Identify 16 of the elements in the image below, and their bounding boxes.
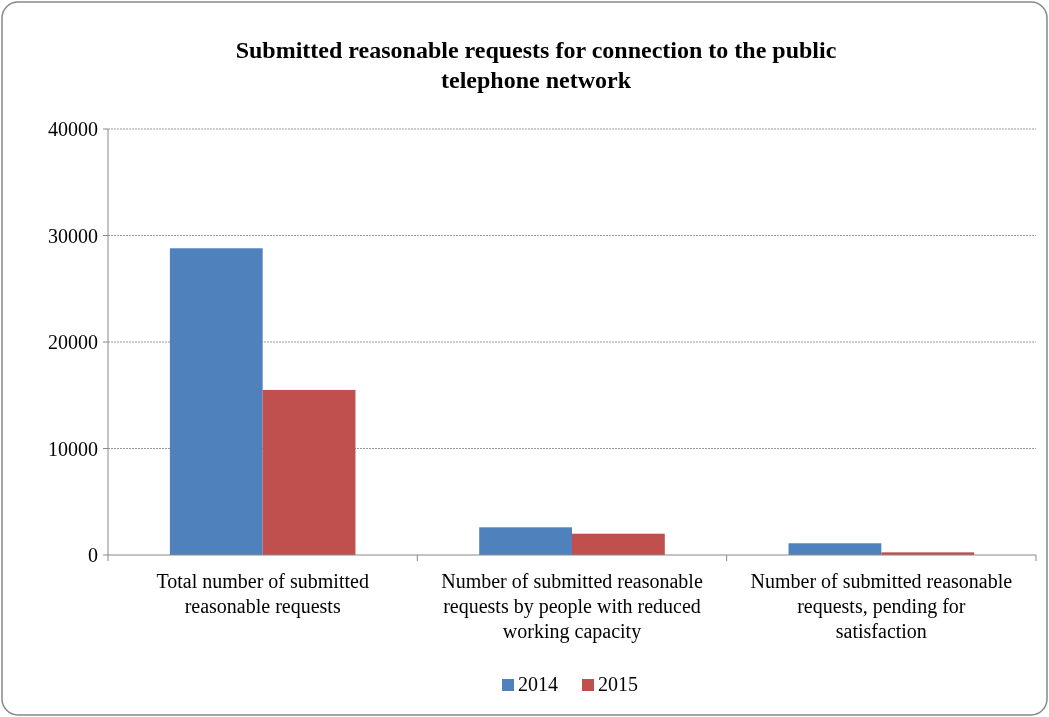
chart-title: Submitted reasonable requests for connection to the public telephone network [235, 37, 837, 93]
bar [262, 389, 356, 555]
bar [572, 533, 665, 555]
y-tick-label: 40000 [48, 118, 98, 140]
x-tick-label: Total number of submitted reasonable requests [156, 570, 369, 618]
y-tick-label: 10000 [48, 437, 98, 460]
y-tick-label: 20000 [48, 331, 98, 353]
legend-label: 2014 [518, 673, 558, 695]
y-tick-label: 0 [88, 544, 98, 566]
y-tick-label: 30000 [48, 224, 98, 247]
bar [479, 527, 572, 555]
x-tick-label: Number of submitted reasonable requests, pending for satisfaction [750, 570, 1013, 642]
bar [169, 248, 263, 555]
bar [788, 543, 882, 555]
x-tick-label: Number of submitted reasonable requests by people with reduced working capacity [441, 570, 703, 643]
legend-label: 2015 [598, 673, 638, 695]
